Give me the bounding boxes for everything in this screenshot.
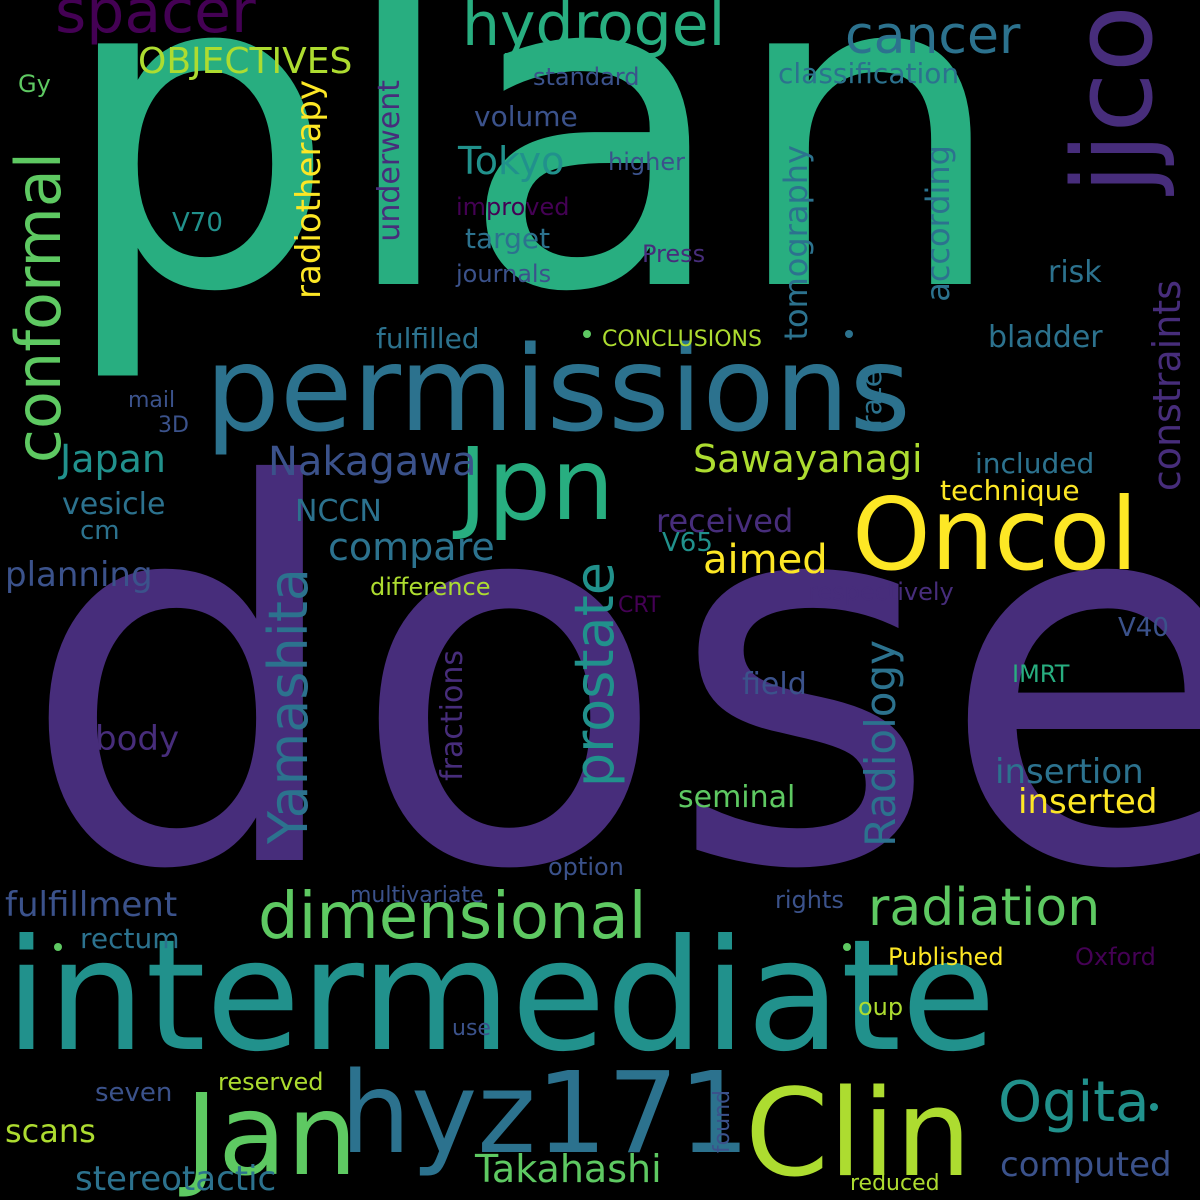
word-hyz171: hyz171 [340,1049,750,1179]
word-sawayanagi: Sawayanagi [693,437,923,481]
word-according: according [919,145,957,302]
word-planning: planning [5,555,153,595]
word-v40: V40 [1118,613,1169,643]
word-higher: higher [608,148,685,176]
word-rectum: rectum [80,922,180,955]
word-dimensional: dimensional [258,880,647,954]
word-oup: oup [858,993,904,1021]
word-plan: plan [58,0,1009,388]
dot-mark [845,330,853,338]
word-v70: V70 [172,208,223,238]
word-nccn: NCCN [295,494,382,529]
dot-mark [583,330,591,338]
word-press: Press [642,240,706,268]
word-prostate: prostate [563,562,626,788]
word-compare: compare [328,525,495,569]
word-japan: Japan [60,437,166,481]
word-jjco: jjco [1049,5,1177,194]
word-field: field [742,667,807,702]
word-bladder: bladder [988,320,1103,355]
word-classification: classification [778,57,960,90]
word-fractions: fractions [435,650,470,781]
word-underwent: underwent [372,80,407,242]
word-oxford: Oxford [1075,943,1156,971]
word-seminal: seminal [678,780,796,815]
word-insertion: insertion [995,752,1144,792]
word-received: received [656,502,794,540]
word-risk: risk [1048,255,1102,290]
word-hydrogel: hydrogel [462,0,726,60]
word-radiology: Radiology [856,640,905,847]
word-3d: 3D [158,413,189,438]
word-oncol: Oncol [852,476,1139,593]
word-spacer: spacer [55,0,256,47]
word-gy: Gy [18,70,51,98]
word-ogita: Ogita [998,1070,1150,1135]
word-published: Published [888,943,1004,971]
word-seven: seven [95,1078,173,1108]
word-tomography: tomography [777,145,815,341]
word-inserted: inserted [1018,782,1158,822]
word-clin: Clin [745,1065,972,1200]
word-reserved: reserved [218,1068,324,1096]
word-conclusions: CONCLUSIONS [602,327,762,352]
word-imrt: IMRT [1012,660,1070,688]
word-fulfilled: fulfilled [376,322,480,355]
word-nakagawa: Nakagawa [268,439,477,485]
word-rate: rate [855,370,888,427]
word-takahashi: Takahashi [475,1147,662,1191]
word-intermediate: intermediate [5,907,996,1086]
word-jan: Jan [185,1071,358,1200]
dot-mark [1150,1103,1158,1111]
word-target: target [465,222,551,255]
word-included: included [975,447,1095,480]
word-difference: difference [370,573,491,601]
word-constraints: constraints [1145,280,1189,492]
word-body: body [95,719,180,759]
word-improved: improved [456,193,570,221]
word-found: found [710,1090,735,1154]
word-yamashita: Yamashita [257,568,320,844]
word-crt: CRT [618,593,661,618]
word-permissions: permissions [205,320,911,458]
word-tokyo: Tokyo [458,139,565,183]
word-cancer: cancer [845,6,1021,66]
word-jpn: Jpn [458,426,615,543]
word-conformal: conformal [2,152,75,464]
word-aimed: aimed [703,537,828,583]
word-fulfillment: fulfillment [5,885,178,925]
word-technique: technique [940,474,1080,507]
word-stereotactic: stereotactic [75,1159,277,1199]
word-radiotherapy: radiotherapy [289,80,329,299]
word-rights: rights [775,886,844,914]
word-journals: journals [456,260,552,288]
word-volume: volume [474,100,578,133]
word-use: use [452,1016,491,1041]
dot-mark [843,943,851,951]
word-vesicle: vesicle [62,487,166,522]
word-dose: dose [20,377,1200,983]
word-objectives: OBJECTIVES [138,41,353,82]
word-multivariate: multivariate [350,883,484,908]
dot-mark [54,943,62,951]
word-respectively: respectively [808,578,954,606]
word-scans: scans [5,1112,96,1150]
word-reduced: reduced [850,1171,940,1196]
word-radiation: radiation [868,878,1101,938]
word-computed: computed [1000,1145,1172,1185]
word-cm: cm [80,516,120,546]
word-v65: V65 [662,528,713,558]
word-standard: standard [533,63,640,91]
word-option: option [548,853,624,881]
word-mail: mail [128,388,176,413]
